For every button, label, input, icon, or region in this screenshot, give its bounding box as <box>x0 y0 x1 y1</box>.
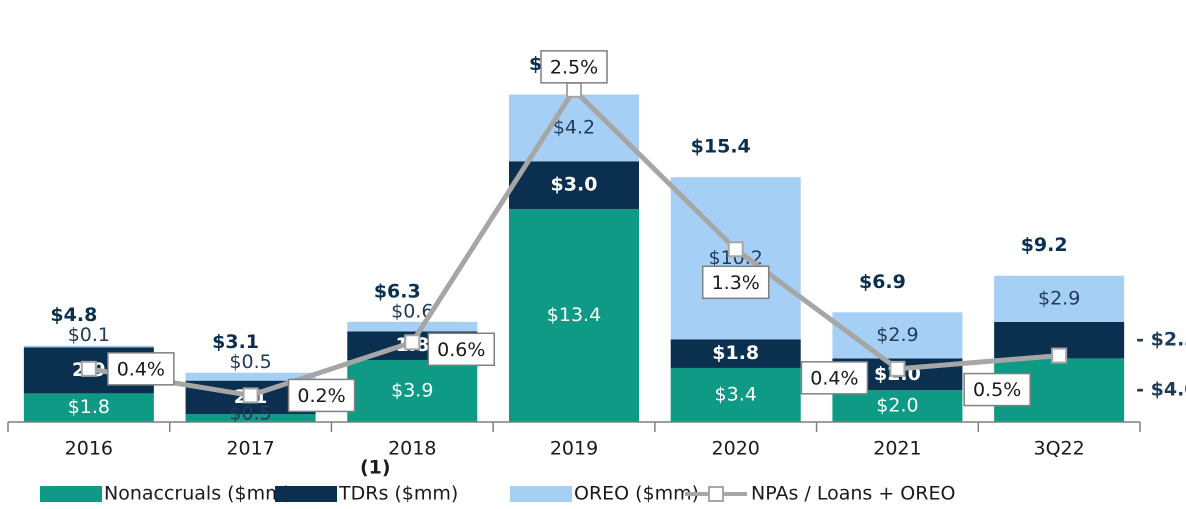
line-marker <box>1051 347 1068 364</box>
value-label: - $2.3 <box>1136 329 1186 351</box>
bar-segment <box>670 339 801 368</box>
total-label: $9.2 <box>1021 234 1068 256</box>
value-label: $1.8 <box>712 342 759 364</box>
legend-label: Nonaccruals ($mm) <box>104 483 291 505</box>
bar-segment <box>347 360 478 422</box>
bar-segment <box>185 372 316 381</box>
value-label: $1.8 <box>68 396 110 418</box>
bar-segment <box>832 390 963 422</box>
total-label: $3.1 <box>212 331 259 353</box>
bar-segment <box>509 208 639 422</box>
x-tick-label: 3Q22 <box>1034 438 1085 460</box>
value-label: $3.4 <box>715 383 757 405</box>
percent-label: 0.4% <box>117 358 165 380</box>
line-marker <box>404 334 421 351</box>
value-label: $3.9 <box>391 380 433 402</box>
legend-swatch <box>40 486 102 502</box>
legend-marker <box>708 486 724 502</box>
label-box <box>540 50 608 84</box>
percent-label: 0.6% <box>437 339 485 361</box>
legend-swatch <box>510 486 572 502</box>
value-label: $0.5 <box>229 351 271 373</box>
total-label: $4.8 <box>50 304 97 326</box>
percent-label-box: 1.3% <box>701 265 770 300</box>
percent-label-box: 0.4% <box>800 361 869 395</box>
total-label: $15.4 <box>691 136 751 158</box>
percent-label: 0.4% <box>810 367 858 389</box>
line-marker <box>889 360 906 377</box>
percent-label: 0.5% <box>973 379 1021 401</box>
value-label: $13.4 <box>547 304 601 326</box>
value-label: $0.6 <box>391 300 433 322</box>
value-label: $4.2 <box>553 116 595 138</box>
x-tick-label: 2017 <box>226 438 274 460</box>
value-label: $2.0 <box>876 395 918 417</box>
line-marker <box>80 360 97 377</box>
percent-label-box: 2.5% <box>540 50 608 84</box>
percent-label-box: 0.6% <box>427 332 496 367</box>
bar-segment <box>23 345 154 348</box>
line-marker <box>727 241 744 258</box>
total-label: $6.3 <box>374 280 421 302</box>
line-marker <box>566 81 582 98</box>
bar-segment <box>670 367 801 422</box>
legend-footnote: (1) <box>360 457 391 479</box>
percent-label: 1.3% <box>712 272 760 294</box>
x-tick-label: 2019 <box>550 438 598 460</box>
legend-label: NPAs / Loans + OREO <box>751 483 955 505</box>
label-box <box>963 372 1031 407</box>
value-label: $0.5 <box>229 403 271 425</box>
bar-segment <box>23 393 154 422</box>
legend-swatch <box>275 486 337 502</box>
label-box <box>107 352 175 386</box>
x-tick-label: 2020 <box>712 438 760 460</box>
bar-segment <box>994 275 1125 322</box>
legend-label: TDRs ($mm) <box>338 483 458 505</box>
bar-segment <box>185 414 316 422</box>
bar-segment <box>347 321 478 332</box>
percent-label: 2.5% <box>550 56 598 78</box>
bar-segment <box>509 161 639 209</box>
value-label: $2.9 <box>1038 287 1080 309</box>
percent-label-box: 0.2% <box>287 378 356 413</box>
percent-label-box: 0.5% <box>963 372 1031 407</box>
value-label: $2.9 <box>876 324 918 346</box>
value-label: $0.1 <box>68 324 110 346</box>
x-tick-label: 2018 <box>388 438 436 460</box>
value-label: - $4.0 <box>1136 379 1186 401</box>
label-box <box>800 361 869 395</box>
percent-label-box: 0.4% <box>107 352 175 386</box>
label-box <box>287 378 356 413</box>
total-label: $6.9 <box>859 271 906 293</box>
bar-segment <box>509 94 639 162</box>
percent-label: 0.2% <box>297 385 345 407</box>
label-box <box>427 332 496 367</box>
x-tick-label: 2021 <box>873 438 921 460</box>
x-tick-label: 2016 <box>65 438 113 460</box>
label-box <box>701 265 770 300</box>
value-label: $10.2 <box>709 247 763 269</box>
legend-label: OREO ($mm) <box>574 483 699 505</box>
line-marker <box>242 387 259 404</box>
value-label: $3.0 <box>551 174 598 196</box>
